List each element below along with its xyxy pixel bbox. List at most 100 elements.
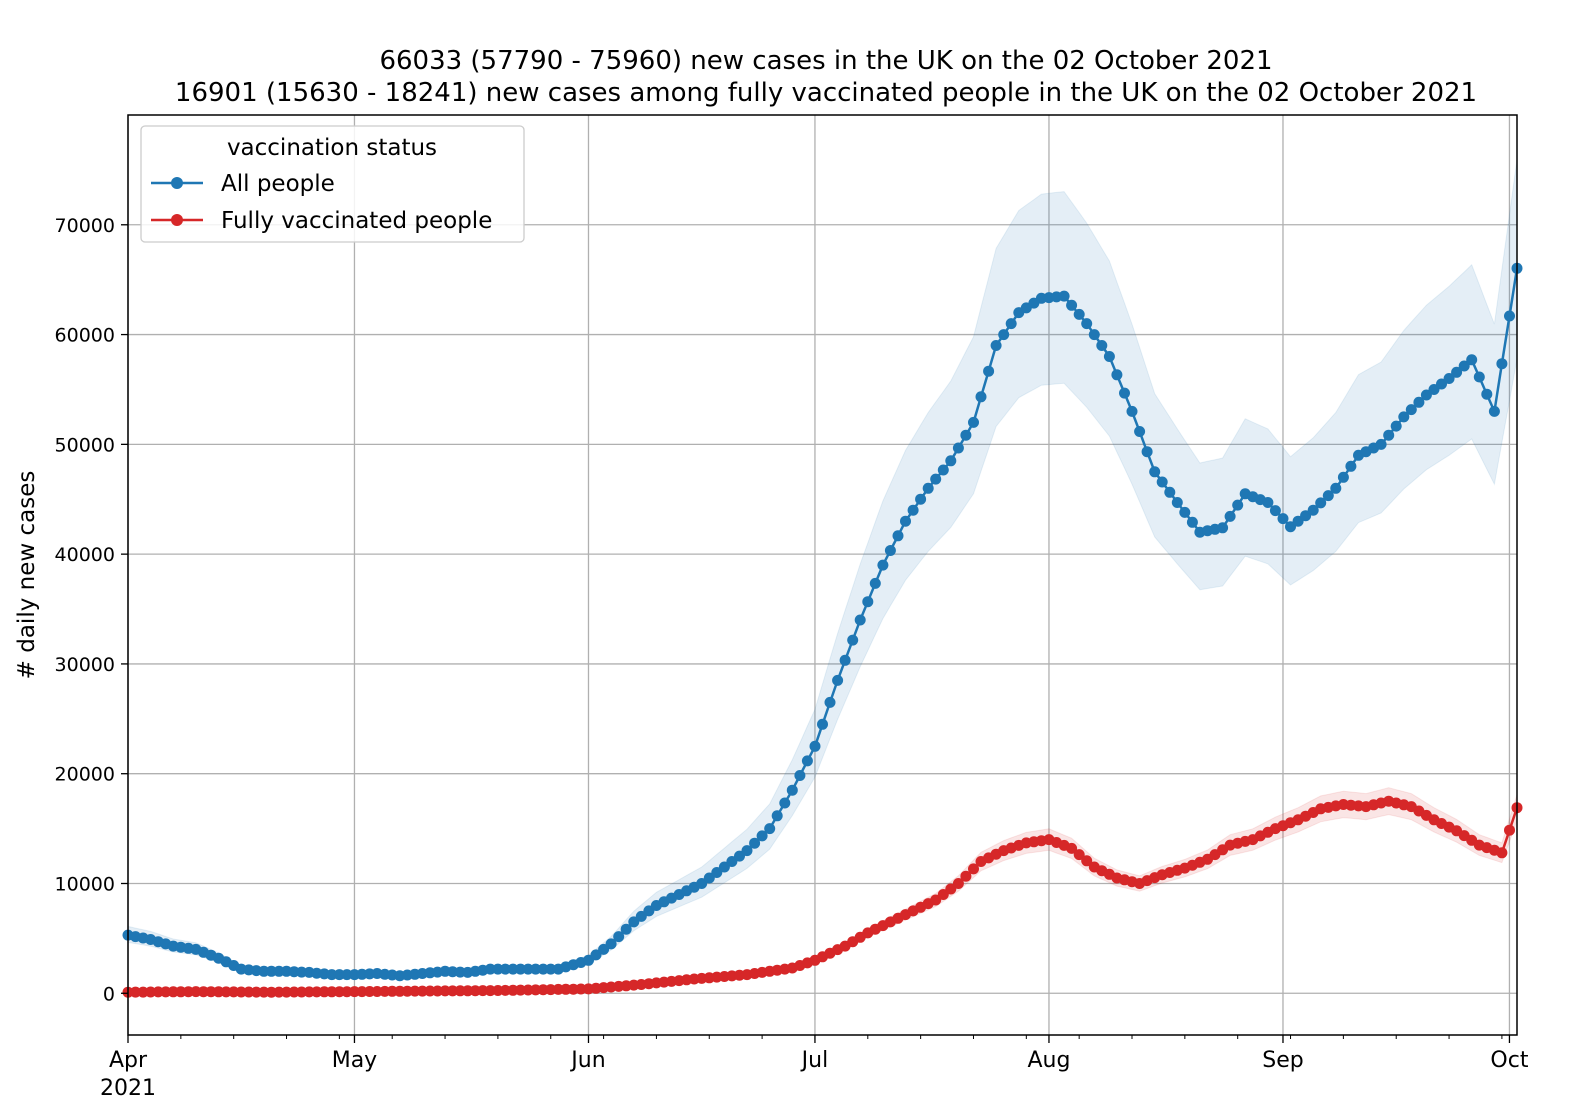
data-point — [1337, 471, 1349, 483]
data-point — [892, 530, 904, 542]
data-point — [877, 559, 889, 571]
data-point — [726, 856, 738, 867]
data-point — [484, 963, 496, 975]
x-tick-label: Oct — [1490, 1048, 1528, 1073]
data-point — [1481, 388, 1493, 400]
data-point — [356, 986, 368, 998]
data-point — [462, 985, 474, 997]
data-point — [1081, 855, 1093, 867]
chart-subtitle: 16901 (15630 - 18241) new cases among fu… — [175, 78, 1477, 108]
y-tick-label: 0 — [103, 983, 115, 1005]
data-point — [817, 718, 828, 730]
legend-box — [140, 125, 525, 243]
data-point — [1103, 351, 1115, 362]
data-point — [432, 985, 443, 997]
data-point — [1496, 847, 1508, 859]
legend-marker-fully-vaccinated — [171, 214, 183, 226]
data-point — [922, 482, 934, 494]
data-point — [749, 837, 761, 849]
data-point — [756, 830, 768, 842]
data-point — [341, 986, 353, 998]
data-point — [416, 985, 428, 997]
data-point — [907, 504, 919, 516]
data-point — [545, 963, 557, 975]
x-tick-label: Apr — [109, 1048, 148, 1073]
data-point — [1451, 366, 1463, 378]
data-point — [620, 923, 632, 935]
x-axis: Apr 2021 May Jun Jul Aug Sep Oct — [100, 1035, 1529, 1101]
data-point — [499, 984, 511, 996]
data-point — [281, 986, 292, 998]
data-point — [764, 823, 776, 835]
data-point — [960, 429, 972, 441]
data-point — [145, 986, 157, 998]
legend: vaccination status All people Fully vacc… — [140, 125, 525, 243]
data-point — [175, 986, 187, 998]
data-point — [1390, 420, 1402, 432]
data-point — [1315, 497, 1327, 509]
y-tick-label: 20000 — [55, 764, 115, 786]
data-point — [847, 634, 859, 646]
data-point — [1269, 505, 1281, 517]
data-point — [952, 442, 964, 454]
data-point — [1217, 522, 1229, 534]
data-point — [484, 985, 496, 997]
data-point — [1073, 849, 1085, 861]
data-point — [205, 986, 217, 998]
data-point — [575, 983, 587, 995]
data-point — [1058, 290, 1070, 302]
data-point — [786, 784, 798, 796]
data-point — [560, 983, 572, 995]
data-point — [1300, 510, 1312, 522]
plot-frame — [127, 114, 1518, 1036]
data-point — [1088, 329, 1100, 341]
data-point — [945, 455, 957, 467]
data-point — [613, 931, 625, 943]
data-point — [960, 870, 972, 882]
data-point — [975, 391, 987, 403]
data-point — [130, 986, 141, 998]
data-point — [1262, 497, 1274, 508]
data-point — [1149, 466, 1161, 478]
series-line — [127, 268, 1519, 977]
data-point — [1186, 516, 1198, 528]
data-point — [1405, 404, 1417, 416]
data-point — [1330, 482, 1342, 494]
data-point — [869, 577, 881, 589]
data-point — [515, 984, 526, 996]
data-point — [862, 596, 874, 608]
data-point — [1096, 340, 1108, 351]
data-point — [801, 755, 813, 767]
data-point — [884, 545, 896, 556]
data-point — [1111, 369, 1123, 381]
data-point — [1164, 486, 1176, 498]
data-point — [1443, 373, 1455, 384]
data-point — [945, 883, 957, 895]
data-point — [1066, 299, 1078, 311]
data-point — [447, 985, 459, 997]
y-tick-label: 30000 — [55, 654, 115, 676]
data-point — [220, 986, 232, 998]
data-point — [1005, 318, 1017, 330]
legend-label-fully-vaccinated: Fully vaccinated people — [221, 208, 492, 234]
data-point — [1224, 510, 1236, 522]
data-point — [771, 810, 783, 822]
data-point — [1119, 387, 1130, 399]
data-point — [265, 965, 277, 977]
legend-label-all-people: All people — [221, 171, 335, 197]
data-point — [296, 986, 308, 998]
data-point — [1398, 411, 1410, 423]
grid — [127, 115, 1517, 1035]
y-tick-label: 70000 — [55, 215, 115, 237]
x-tick-label: Sep — [1262, 1048, 1303, 1073]
data-point — [326, 986, 338, 998]
data-point — [635, 910, 647, 922]
data-point — [1466, 354, 1478, 366]
x-tick-label: Jun — [569, 1048, 605, 1073]
x-tick-label: Jul — [800, 1048, 829, 1073]
data-point — [741, 845, 753, 857]
data-point — [190, 986, 202, 998]
data-point — [900, 515, 911, 527]
data-point — [1179, 506, 1191, 518]
y-tick-label: 50000 — [55, 434, 115, 456]
